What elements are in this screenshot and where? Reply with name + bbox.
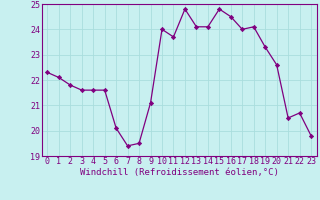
X-axis label: Windchill (Refroidissement éolien,°C): Windchill (Refroidissement éolien,°C) bbox=[80, 168, 279, 177]
